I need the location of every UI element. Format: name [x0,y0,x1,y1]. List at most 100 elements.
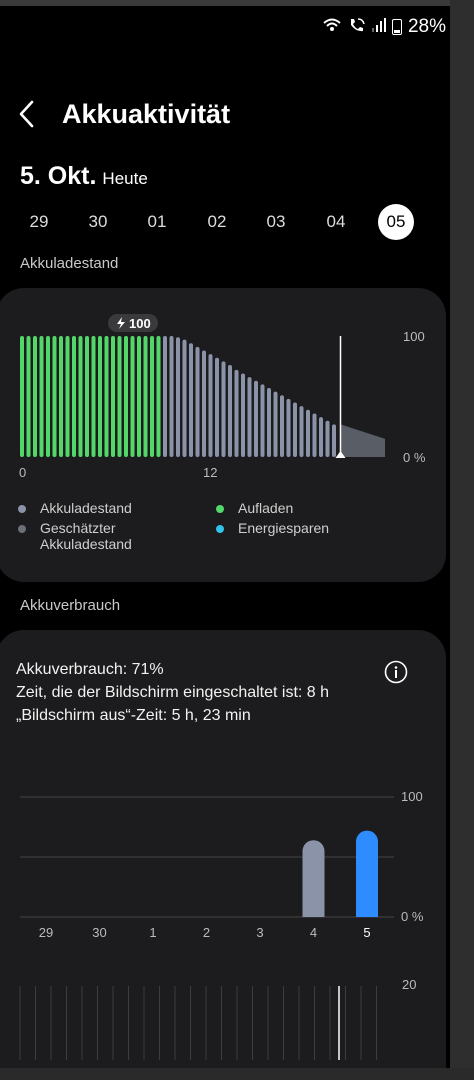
level-bar [163,336,167,457]
level-bar [156,336,161,457]
x-tick-12: 12 [203,465,217,480]
wifi-calling-icon [322,17,342,37]
level-bar [280,395,284,457]
level-bar [39,336,44,457]
usage-summary: Akkuverbrauch: 71% Zeit, die der Bildsch… [16,658,329,727]
level-bar [247,377,252,457]
usage-x-label: 1 [149,925,156,940]
usage-bar-base [356,906,378,917]
section-label-usage: Akkuverbrauch [20,597,121,614]
level-bar [234,369,239,457]
legend-level-label: Akkuladestand [40,500,132,516]
legend-dot-power-saving [216,525,224,533]
info-icon[interactable] [384,660,408,684]
legend-charging-label: Aufladen [238,500,294,516]
legend-power-saving-label: Energiesparen [238,520,330,536]
page-title: Akkuaktivität [62,98,231,129]
day-button-30[interactable]: 30 [88,212,108,231]
screen-on-time-text: Zeit, die der Bildschirm eingeschaltet i… [16,684,330,701]
day-button-03[interactable]: 03 [266,212,286,231]
level-bar [189,343,193,457]
legend-estimated-label: Geschätzter Akkuladestand [40,520,132,552]
usage-percent-text: Akkuverbrauch: 71% [16,661,164,678]
device-frame-bottom [0,1068,474,1080]
estimated-level-area [340,424,385,457]
usage-bar [302,840,325,917]
usage-x-label: 4 [310,925,317,940]
day-button-04[interactable]: 04 [326,212,346,231]
level-bar [325,420,330,457]
level-bar [33,336,37,457]
level-bar [143,336,148,457]
level-bar [117,336,122,457]
battery-level-chart[interactable]: 100 100 0 % 0 12 [0,288,446,488]
status-bar: 28% [322,16,446,38]
level-bar [104,336,109,457]
level-bar [169,336,174,457]
day-button-29[interactable]: 29 [29,212,49,231]
level-bar [332,424,336,457]
day-button-05[interactable]: 05 [378,204,414,240]
level-bar [215,357,219,457]
battery-percent: 28% [407,16,446,37]
screen-off-time-text: „Bildschirm aus“-Zeit: 5 h, 23 min [16,707,251,724]
level-bar [176,337,180,457]
usage-x-label: 30 [92,925,106,940]
legend-dot-estimated [18,525,26,533]
signal-icon [371,17,386,37]
battery-level-card: 100 100 0 % 0 12 Akkuladestand Geschätzt… [0,288,446,582]
level-bar [286,398,291,457]
level-bar [241,373,245,457]
day-button-02[interactable]: 02 [207,212,227,231]
wifi-call-icon [348,17,366,37]
level-bar [306,409,310,457]
badge-background [108,314,158,332]
x-tick-0: 0 [19,465,26,480]
legend-level: Akkuladestand [18,500,132,516]
usage-x-label: 3 [256,925,263,940]
usage-bar-base [302,906,325,917]
usage-y-label-0: 0 % [401,909,424,924]
level-bar [221,361,226,457]
level-bar [202,350,206,457]
bottom-chart-y-label: 20 [402,977,416,992]
usage-x-label: 2 [203,925,210,940]
level-bar [228,365,232,457]
level-bar [124,336,128,457]
level-bar [46,336,50,457]
level-bar [78,336,83,457]
level-bar [182,339,187,457]
back-arrow-icon[interactable] [18,96,44,132]
level-bar [195,346,200,457]
level-bar [312,413,317,457]
legend-charging: Aufladen [216,500,293,516]
date-sub: Heute [102,169,148,188]
current-time-marker [335,451,346,458]
legend-estimated: Geschätzter Akkuladestand [18,520,168,552]
level-bar [111,336,115,457]
screen: 28% Akkuaktivität 5. Okt. Heute 29 30 01… [0,6,450,1080]
level-bar [85,336,89,457]
level-bar [137,336,141,457]
date-main: 5. Okt. [20,162,97,190]
level-bar [267,388,271,457]
level-bar [130,336,135,457]
level-bar [208,354,213,457]
level-bar [150,336,154,457]
header: Akkuaktivität [18,96,230,132]
y-label-0: 0 % [403,450,426,465]
level-bar [260,384,265,457]
device-frame-top [0,0,474,6]
level-bar [293,402,297,457]
battery-usage-chart[interactable]: 100 0 % 29 30 1 2 3 4 5 20 [0,630,446,1080]
device-frame-edge [450,0,474,1080]
day-button-01[interactable]: 01 [147,212,167,231]
section-label-level: Akkuladestand [20,255,119,272]
usage-x-label: 29 [39,925,53,940]
level-bar [52,336,57,457]
lightning-icon [117,317,125,329]
legend-power-saving: Energiesparen [216,520,329,536]
legend-dot-charging [216,505,224,513]
level-bar [65,336,70,457]
level-bar [299,406,304,457]
